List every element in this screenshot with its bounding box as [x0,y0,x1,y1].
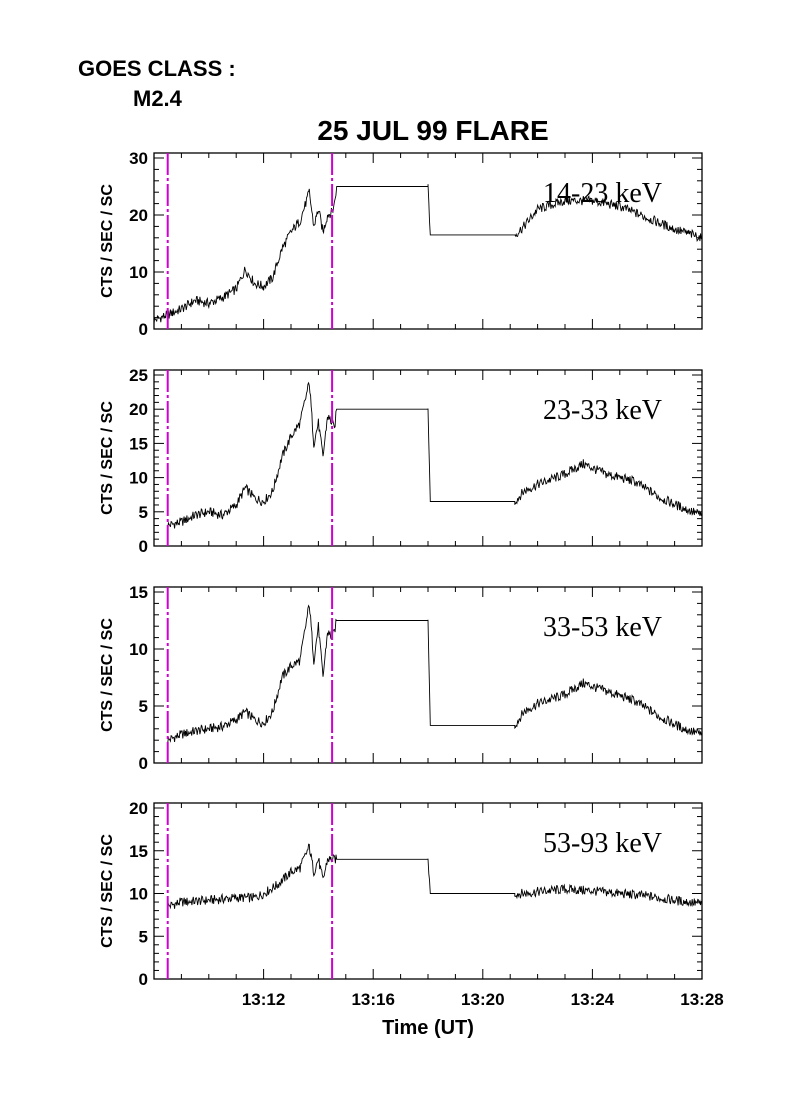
figure-title: 25 JUL 99 FLARE [317,115,548,146]
y-tick-label: 0 [139,320,148,339]
y-tick-label: 15 [129,842,148,861]
goes-class-label: GOES CLASS : [78,56,236,81]
x-tick-label: 13:28 [680,990,723,1009]
y-axis-label: CTS / SEC / SC [99,618,116,732]
goes-class-value: M2.4 [133,86,183,111]
y-tick-label: 30 [129,149,148,168]
y-tick-label: 5 [139,697,148,716]
y-tick-label: 5 [139,927,148,946]
y-tick-label: 20 [129,799,148,818]
series-line [167,604,703,744]
y-tick-label: 25 [129,366,148,385]
y-tick-label: 15 [129,434,148,453]
x-axis-label: Time (UT) [382,1017,474,1039]
series-line [167,381,703,529]
y-tick-label: 0 [139,754,148,773]
y-tick-label: 10 [129,885,148,904]
y-tick-label: 5 [139,503,148,522]
y-tick-label: 0 [139,970,148,989]
energy-band-label: 23-33 keV [543,395,662,426]
energy-band-label: 53-93 keV [543,828,662,859]
x-tick-label: 13:20 [461,990,504,1009]
series-line [153,184,703,324]
y-tick-label: 0 [139,537,148,556]
y-tick-label: 20 [129,206,148,225]
energy-band-label: 33-53 keV [543,612,662,643]
y-tick-label: 10 [129,469,148,488]
y-axis-label: CTS / SEC / SC [99,834,116,948]
x-tick-label: 13:24 [571,990,615,1009]
y-axis-label: CTS / SEC / SC [99,184,116,298]
y-axis-label: CTS / SEC / SC [99,401,116,515]
series-line [167,843,703,910]
y-tick-label: 20 [129,400,148,419]
y-tick-label: 15 [129,583,148,602]
x-tick-label: 13:16 [351,990,394,1009]
x-tick-label: 13:12 [242,990,285,1009]
y-tick-label: 10 [129,640,148,659]
panels-group: 0 10 20 30 CTS / SEC / SC 14-23 keV 0 5 10 15 20 25… [99,149,724,1009]
y-tick-label: 10 [129,263,148,282]
energy-band-label: 14-23 keV [543,178,662,209]
